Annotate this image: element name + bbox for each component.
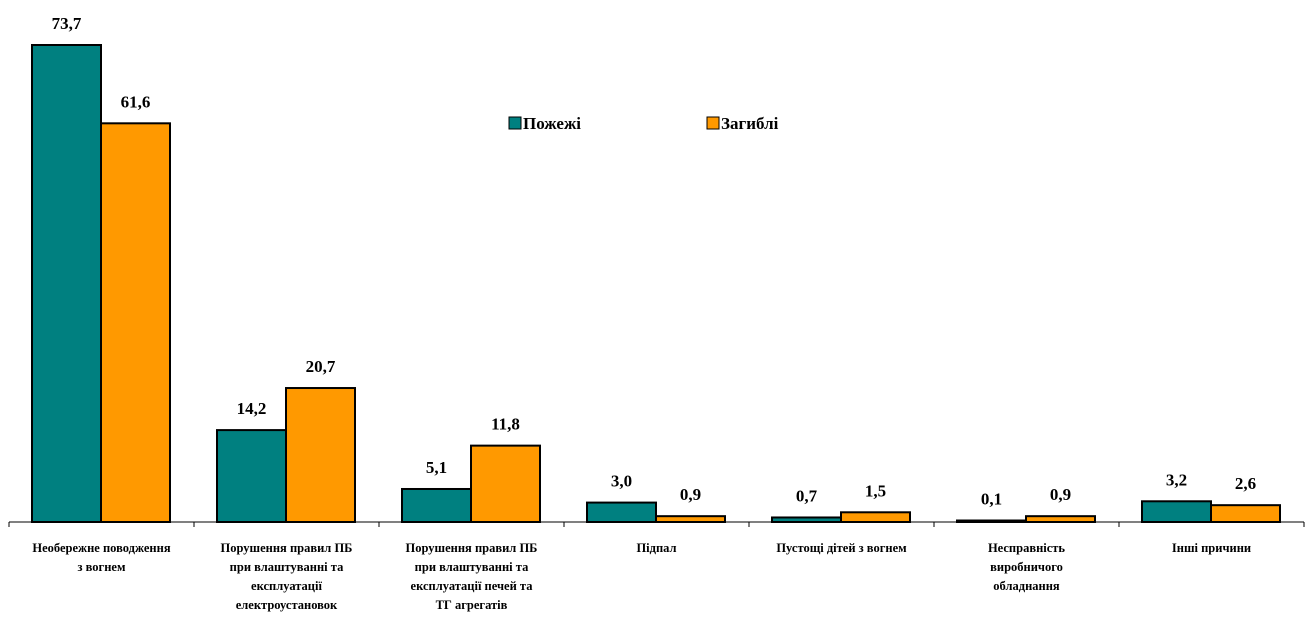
legend-label-pozhezhi: Пожежі: [523, 114, 581, 133]
category-label: ТГ агрегатів: [436, 598, 508, 612]
bar-pozhezhi: [401, 487, 472, 523]
x-axis: [8, 521, 1305, 527]
category-label: Порушення правил ПБ: [221, 541, 353, 555]
bar-value-label: 0,9: [1050, 485, 1071, 504]
bar-zahybli: [285, 387, 356, 523]
value-labels-layer: 73,7 61,6 14,2 20,7 5,1 11,8 3,0 0,9 0,7 1,5 0,1 0,…: [52, 14, 1257, 509]
category-label: Порушення правил ПБ: [406, 541, 538, 555]
bar-pozhezhi: [216, 429, 287, 523]
category-label: при влаштуванні та: [415, 560, 529, 574]
category-labels-layer: Необережне поводження з вогнем Порушення п…: [32, 541, 1251, 612]
bar-zahybli: [100, 122, 171, 523]
bar-zahybli: [1025, 515, 1096, 524]
category-label: Підпал: [636, 541, 676, 555]
legend-swatch-zahybli: [706, 116, 720, 130]
category-label: Інші причини: [1172, 541, 1251, 555]
category-label: Пустощі дітей з вогнем: [776, 541, 907, 555]
bar-value-label: 1,5: [865, 481, 886, 500]
bar-value-label: 0,7: [796, 486, 818, 505]
bar-zahybli: [655, 515, 726, 524]
bar-value-label: 0,9: [680, 485, 701, 504]
bar-value-label: 61,6: [121, 92, 151, 111]
bar-value-label: 5,1: [426, 458, 447, 477]
bar-zahybli: [470, 444, 541, 524]
category-label: з вогнем: [77, 560, 125, 574]
bar-value-label: 14,2: [237, 399, 267, 418]
category-label: електроустановок: [236, 598, 338, 612]
bar-value-label: 3,2: [1166, 470, 1187, 489]
bar-value-label: 2,6: [1235, 474, 1256, 493]
bars-layer: [31, 44, 1281, 524]
category-label: експлуатації печей та: [411, 579, 534, 593]
category-label: Несправність: [988, 541, 1065, 555]
bar-pozhezhi: [586, 501, 657, 523]
bar-pozhezhi: [31, 44, 102, 523]
bar-value-label: 20,7: [306, 357, 336, 376]
bar-value-label: 11,8: [491, 415, 520, 434]
category-label: Необережне поводження: [32, 541, 170, 555]
bar-pozhezhi: [771, 516, 842, 524]
bar-value-label: 73,7: [52, 14, 82, 33]
legend-swatch-pozhezhi: [508, 116, 522, 130]
bar-value-label: 0,1: [981, 490, 1002, 509]
bar-zahybli: [1210, 504, 1281, 524]
category-label: виробничого: [990, 560, 1063, 574]
bar-value-label: 3,0: [611, 472, 632, 491]
category-label: експлуатації: [251, 579, 322, 593]
category-label: при влаштуванні та: [230, 560, 344, 574]
legend: Пожежі Загиблі: [508, 114, 779, 133]
category-label: обладнання: [993, 579, 1060, 593]
bar-pozhezhi: [1141, 500, 1212, 523]
bar-zahybli: [840, 511, 911, 524]
legend-label-zahybli: Загиблі: [721, 114, 779, 133]
